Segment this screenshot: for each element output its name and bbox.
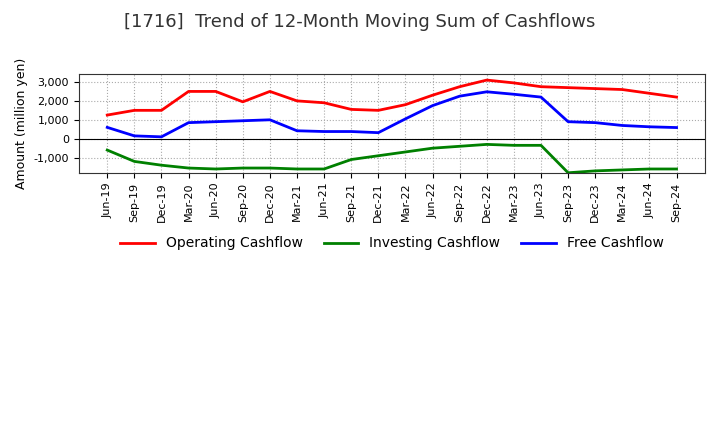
Free Cashflow: [482, 89, 491, 95]
Operating Cashflow: [184, 89, 193, 94]
Operating Cashflow: [618, 87, 626, 92]
Free Cashflow: [510, 92, 518, 97]
Operating Cashflow: [536, 84, 545, 89]
Investing Cashflow: [428, 146, 437, 151]
Operating Cashflow: [645, 91, 654, 96]
Operating Cashflow: [130, 108, 139, 113]
Free Cashflow: [157, 134, 166, 139]
Operating Cashflow: [212, 89, 220, 94]
Free Cashflow: [374, 130, 382, 136]
Operating Cashflow: [428, 92, 437, 98]
Free Cashflow: [184, 120, 193, 125]
Operating Cashflow: [591, 86, 600, 91]
Free Cashflow: [536, 95, 545, 100]
Free Cashflow: [347, 129, 356, 134]
Operating Cashflow: [374, 108, 382, 113]
Free Cashflow: [564, 119, 572, 125]
Free Cashflow: [130, 133, 139, 139]
Line: Operating Cashflow: Operating Cashflow: [107, 80, 677, 115]
Free Cashflow: [401, 116, 410, 121]
Investing Cashflow: [564, 170, 572, 176]
Investing Cashflow: [618, 167, 626, 172]
Investing Cashflow: [238, 165, 247, 171]
Free Cashflow: [320, 129, 328, 134]
Free Cashflow: [103, 125, 112, 130]
Investing Cashflow: [347, 157, 356, 162]
Y-axis label: Amount (million yen): Amount (million yen): [15, 58, 28, 189]
Free Cashflow: [672, 125, 681, 130]
Legend: Operating Cashflow, Investing Cashflow, Free Cashflow: Operating Cashflow, Investing Cashflow, …: [114, 231, 670, 256]
Operating Cashflow: [157, 108, 166, 113]
Free Cashflow: [455, 94, 464, 99]
Investing Cashflow: [130, 159, 139, 164]
Free Cashflow: [212, 119, 220, 125]
Free Cashflow: [238, 118, 247, 123]
Free Cashflow: [618, 123, 626, 128]
Free Cashflow: [645, 124, 654, 129]
Investing Cashflow: [374, 153, 382, 158]
Operating Cashflow: [320, 100, 328, 106]
Operating Cashflow: [238, 99, 247, 104]
Text: [1716]  Trend of 12-Month Moving Sum of Cashflows: [1716] Trend of 12-Month Moving Sum of C…: [125, 13, 595, 31]
Free Cashflow: [293, 128, 302, 133]
Operating Cashflow: [672, 95, 681, 100]
Investing Cashflow: [401, 149, 410, 154]
Investing Cashflow: [672, 166, 681, 172]
Investing Cashflow: [293, 166, 302, 172]
Investing Cashflow: [482, 142, 491, 147]
Investing Cashflow: [212, 166, 220, 172]
Line: Investing Cashflow: Investing Cashflow: [107, 144, 677, 173]
Investing Cashflow: [455, 143, 464, 149]
Investing Cashflow: [510, 143, 518, 148]
Operating Cashflow: [510, 80, 518, 85]
Operating Cashflow: [347, 107, 356, 112]
Free Cashflow: [591, 120, 600, 125]
Investing Cashflow: [645, 166, 654, 172]
Investing Cashflow: [266, 165, 274, 171]
Operating Cashflow: [401, 102, 410, 107]
Investing Cashflow: [320, 166, 328, 172]
Investing Cashflow: [103, 147, 112, 153]
Operating Cashflow: [293, 98, 302, 103]
Investing Cashflow: [184, 165, 193, 171]
Free Cashflow: [266, 117, 274, 122]
Free Cashflow: [428, 103, 437, 108]
Line: Free Cashflow: Free Cashflow: [107, 92, 677, 137]
Investing Cashflow: [591, 168, 600, 173]
Operating Cashflow: [564, 85, 572, 90]
Operating Cashflow: [482, 77, 491, 83]
Investing Cashflow: [157, 162, 166, 168]
Investing Cashflow: [536, 143, 545, 148]
Operating Cashflow: [266, 89, 274, 94]
Operating Cashflow: [455, 84, 464, 89]
Operating Cashflow: [103, 113, 112, 118]
